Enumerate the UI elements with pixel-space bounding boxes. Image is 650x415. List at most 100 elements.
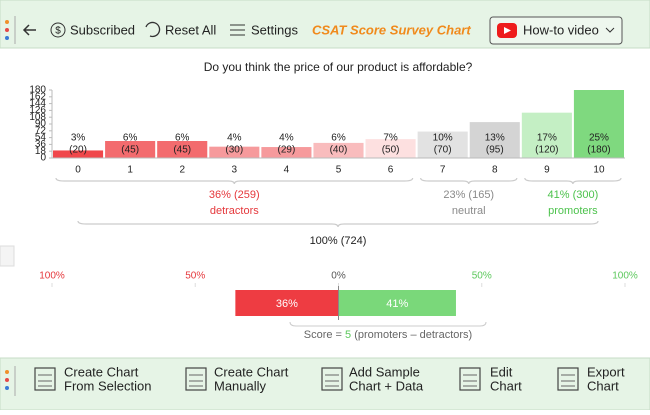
y-tick-label: 72	[35, 125, 47, 136]
toolbar-label[interactable]: Chart	[587, 378, 619, 393]
percent-label: 4%	[279, 133, 294, 144]
toolbar-label[interactable]: Add Sample	[349, 364, 420, 379]
bar	[261, 147, 312, 158]
x-tick-label: 0%	[331, 271, 346, 282]
value-label: (29)	[278, 145, 296, 156]
score-bracket	[289, 321, 487, 327]
value-label: (30)	[225, 145, 243, 156]
dropdown-arrow	[605, 27, 615, 33]
x-tick-label: 3	[232, 165, 238, 176]
value-label: (50)	[382, 145, 400, 156]
group-name: promoters	[548, 205, 598, 217]
percent-label: 6%	[175, 133, 190, 144]
menu-dot	[5, 370, 9, 374]
bar	[365, 139, 416, 158]
toolbar-icon[interactable]	[557, 367, 579, 391]
chart-title: Do you think the price of our product is…	[204, 60, 473, 74]
toolbar-label[interactable]: From Selection	[64, 378, 151, 393]
toolbar-label[interactable]: Chart + Data	[349, 378, 424, 393]
percent-label: 4%	[227, 133, 242, 144]
score-bar	[235, 290, 339, 316]
bar	[53, 150, 104, 158]
toolbar-label[interactable]: Edit	[490, 364, 513, 379]
menu-dot	[5, 378, 9, 382]
reset-icon	[145, 21, 161, 38]
brace	[77, 220, 599, 228]
toolbar-icon[interactable]	[185, 367, 207, 391]
app-title: CSAT Score Survey Chart	[312, 22, 471, 37]
y-tick-label: 36	[35, 139, 47, 150]
toolbar-icon-detail	[189, 374, 203, 387]
y-tick-label: 54	[35, 132, 47, 143]
dollar-icon	[50, 22, 66, 38]
x-tick-label: 10	[593, 165, 605, 176]
toolbar-label[interactable]: Chart	[490, 378, 522, 393]
toolbar-icon-detail	[463, 374, 477, 387]
video-button[interactable]	[489, 16, 623, 45]
x-tick-label: 100%	[612, 271, 638, 282]
toolbar-icon-detail	[561, 374, 575, 387]
brace	[524, 177, 622, 185]
x-tick-label: 4	[284, 165, 290, 176]
value-label: (45)	[121, 145, 139, 156]
y-tick-label: 162	[29, 91, 46, 102]
video-label[interactable]: How-to video	[523, 22, 599, 37]
subscribed-button[interactable]: Subscribed	[70, 22, 135, 37]
group-label: 36% (259)	[209, 189, 260, 201]
bar	[209, 146, 260, 158]
value-label: (45)	[173, 145, 191, 156]
toolbar-label[interactable]: Export	[587, 364, 625, 379]
menu-dot	[5, 36, 9, 40]
menu-dot	[5, 28, 9, 32]
toolbar-icon[interactable]	[321, 367, 343, 391]
brace	[55, 177, 414, 185]
x-tick-label: 0	[75, 165, 81, 176]
dollar-sign: $	[55, 26, 61, 37]
settings-button[interactable]: Settings	[251, 22, 298, 37]
percent-label: 13%	[485, 133, 505, 144]
y-tick-label: 0	[40, 153, 46, 164]
bar	[313, 142, 364, 158]
bar	[573, 90, 624, 158]
toolbar-label[interactable]: Manually	[214, 378, 267, 393]
value-label: (120)	[535, 145, 558, 156]
toolbar-icon[interactable]	[34, 367, 56, 391]
reset-button[interactable]: Reset All	[165, 22, 216, 37]
group-name: detractors	[210, 205, 259, 217]
score-text: Score = 5 (promoters – detractors)	[304, 329, 472, 341]
toolbar-label[interactable]: Create Chart	[214, 364, 289, 379]
x-tick-label: 100%	[39, 271, 65, 282]
percent-label: 17%	[537, 133, 557, 144]
value-label: (40)	[330, 145, 348, 156]
x-tick-label: 9	[544, 165, 550, 176]
x-tick-label: 5	[336, 165, 342, 176]
x-tick-label: 8	[492, 165, 498, 176]
x-tick-label: 7	[440, 165, 446, 176]
total-label: 100% (724)	[310, 235, 367, 247]
value-label: (70)	[434, 145, 452, 156]
menu-dot	[5, 20, 9, 24]
x-tick-label: 1	[127, 165, 133, 176]
group-name: neutral	[452, 205, 486, 217]
percent-label: 7%	[383, 133, 398, 144]
percent-label: 10%	[433, 133, 453, 144]
bar	[469, 122, 520, 158]
back-button[interactable]	[22, 24, 36, 36]
toolbar-label[interactable]: Create Chart	[64, 364, 139, 379]
play-icon	[504, 27, 511, 34]
bar	[105, 141, 156, 158]
side-tab[interactable]	[0, 245, 15, 267]
bar	[521, 112, 572, 158]
score-part: Score =	[304, 329, 345, 341]
score-bar-label: 36%	[276, 298, 298, 310]
bar	[417, 131, 468, 158]
menu-dot	[5, 386, 9, 390]
score-part: 5	[345, 329, 351, 341]
y-tick-label: 144	[29, 98, 46, 109]
toolbar-icon[interactable]	[459, 367, 481, 391]
x-tick-label: 50%	[185, 271, 205, 282]
toolbar-icon-detail	[38, 374, 52, 387]
